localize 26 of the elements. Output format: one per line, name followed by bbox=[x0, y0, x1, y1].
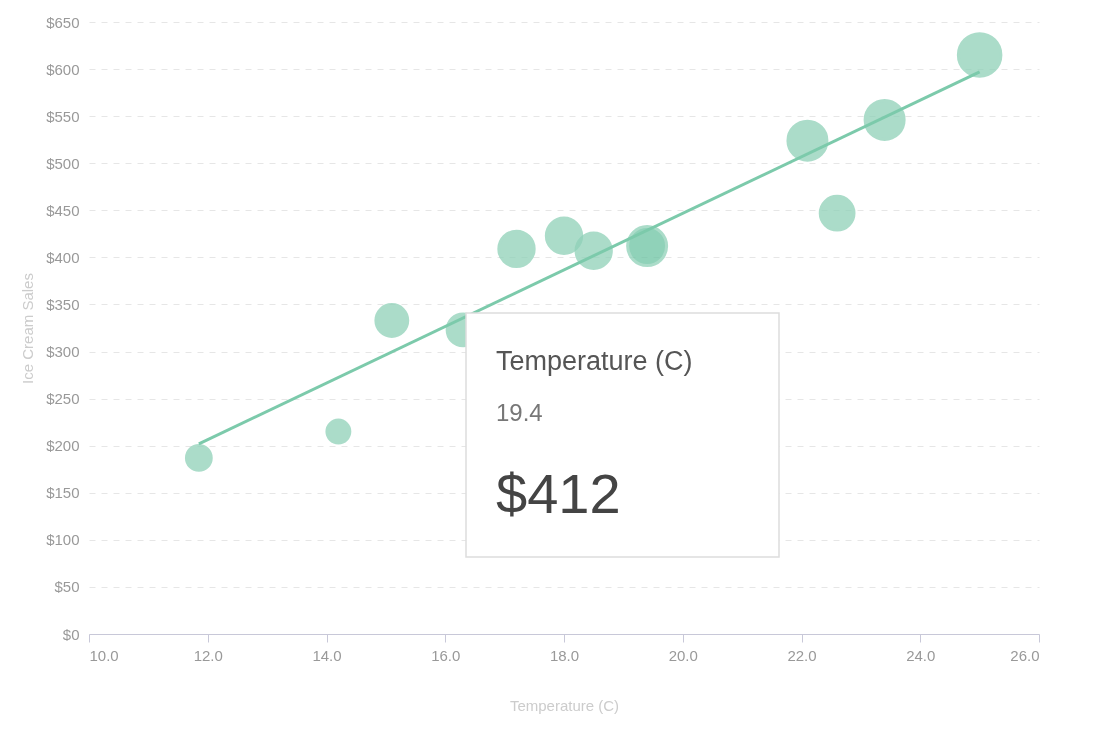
annotation: 19.4 bbox=[496, 399, 543, 426]
y-tick-label: $50 bbox=[54, 578, 80, 596]
y-tick-label: $500 bbox=[46, 154, 80, 172]
x-tick-label: 24.0 bbox=[906, 646, 936, 664]
y-tick-label: $0 bbox=[62, 625, 80, 643]
y-tick-label: $400 bbox=[46, 248, 80, 266]
x-tick-label: 14.0 bbox=[312, 646, 342, 664]
x-tick-label: 12.0 bbox=[193, 646, 223, 664]
y-tick-label: $350 bbox=[46, 295, 80, 313]
y-tick-label: $650 bbox=[46, 13, 80, 31]
x-tick-label: 10.0 bbox=[89, 646, 119, 664]
y-tick-label: $250 bbox=[46, 390, 80, 408]
y-tick-label: $300 bbox=[46, 343, 80, 361]
y-tick-label: $550 bbox=[46, 107, 80, 125]
y-tick-label: $200 bbox=[46, 437, 80, 455]
y-tick-label: $600 bbox=[46, 60, 80, 78]
y-tick-label: $100 bbox=[46, 531, 80, 549]
y-tick-label: $150 bbox=[46, 484, 80, 502]
x-tick-label: 18.0 bbox=[549, 646, 580, 664]
x-tick-label: 20.0 bbox=[668, 646, 698, 664]
y-tick-label: $450 bbox=[46, 201, 80, 219]
annotation: $412 bbox=[496, 462, 621, 525]
x-tick-label: 22.0 bbox=[787, 646, 817, 664]
annotation: Temperature (C) bbox=[496, 346, 693, 376]
x-tick-label: 26.0 bbox=[1010, 646, 1040, 664]
x-tick-label: 16.0 bbox=[431, 646, 461, 664]
